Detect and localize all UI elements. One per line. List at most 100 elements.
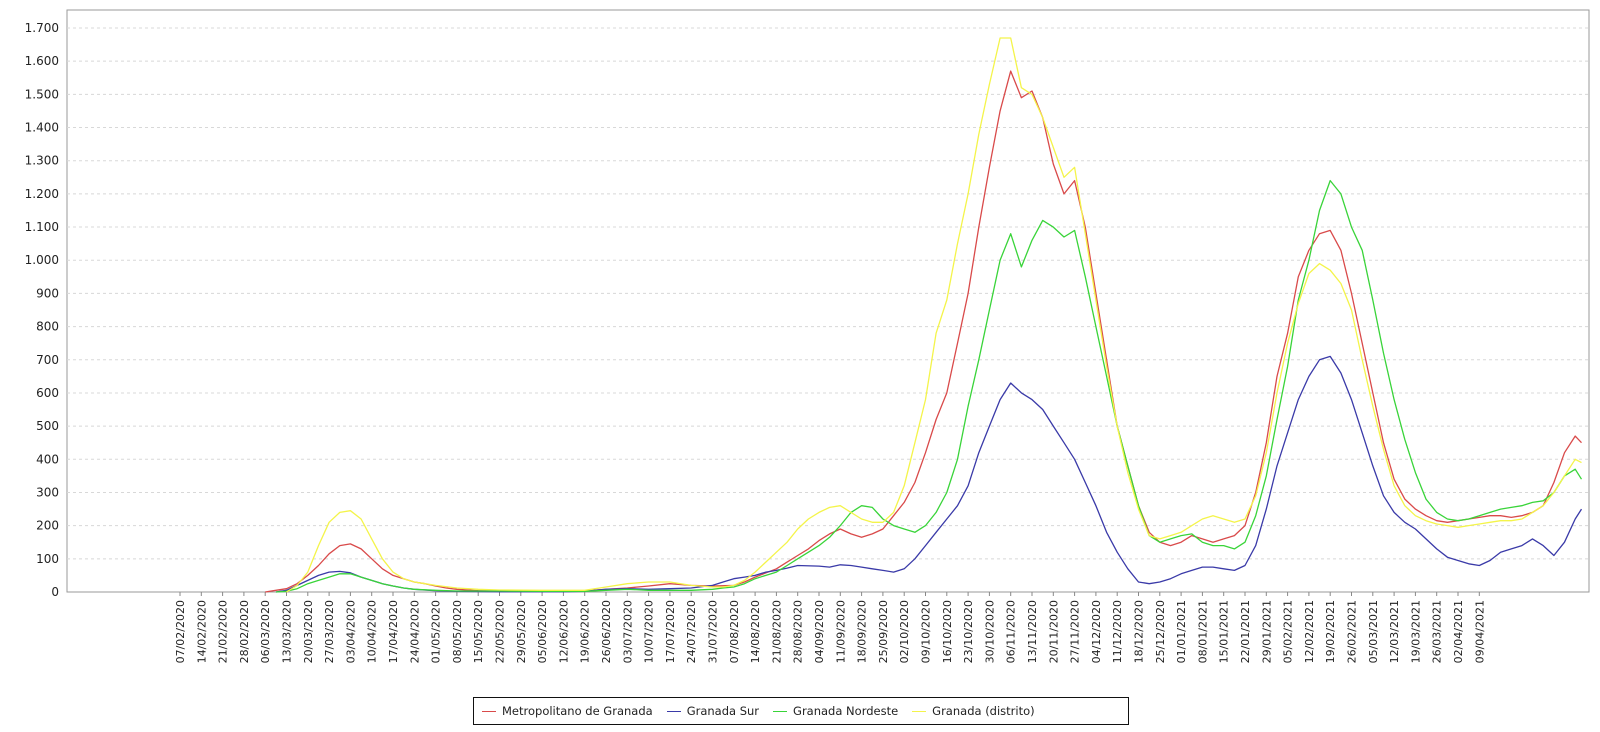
x-tick-label: 08/01/2021	[1196, 600, 1209, 663]
x-tick-label: 06/03/2020	[259, 600, 272, 663]
x-tick-label: 21/02/2020	[217, 600, 230, 663]
x-tick-label: 17/04/2020	[387, 600, 400, 663]
y-tick-label: 600	[36, 386, 59, 400]
x-tick-label: 27/11/2020	[1069, 600, 1082, 663]
x-tick-label: 07/02/2020	[174, 600, 187, 663]
x-tick-label: 25/09/2020	[877, 600, 890, 663]
x-tick-label: 26/06/2020	[600, 600, 613, 663]
x-axis: 07/02/2020 14/02/2020 21/02/2020 28/02/2020…	[174, 592, 1486, 663]
plot-area	[66, 9, 1590, 593]
x-tick-label: 06/11/2020	[1005, 600, 1018, 663]
y-tick-label: 100	[36, 552, 59, 566]
legend-swatch	[912, 710, 927, 712]
legend-label: Granada Sur	[686, 704, 760, 718]
x-tick-label: 15/01/2021	[1218, 600, 1231, 663]
x-tick-label: 03/04/2020	[344, 600, 357, 663]
legend-item: Metropolitano de Granada	[482, 704, 653, 718]
legend-swatch	[482, 710, 496, 712]
y-tick-label: 400	[36, 452, 59, 466]
x-tick-label: 28/02/2020	[238, 600, 251, 663]
x-tick-label: 03/07/2020	[621, 600, 634, 663]
x-tick-label: 20/03/2020	[302, 600, 315, 663]
x-tick-label: 09/10/2020	[920, 600, 933, 663]
legend-label: Metropolitano de Granada	[502, 704, 653, 718]
x-tick-label: 12/02/2021	[1303, 600, 1316, 663]
y-tick-label: 1.400	[25, 121, 59, 135]
x-tick-label: 07/08/2020	[728, 600, 741, 663]
x-tick-label: 22/01/2021	[1239, 600, 1252, 663]
x-tick-label: 19/03/2021	[1409, 600, 1422, 663]
x-tick-label: 29/05/2020	[515, 600, 528, 663]
x-tick-label: 10/04/2020	[366, 600, 379, 663]
legend-swatch	[773, 710, 788, 712]
series-line-granada-nordeste	[275, 179, 1583, 593]
x-tick-label: 14/08/2020	[749, 600, 762, 663]
x-tick-label: 02/10/2020	[898, 600, 911, 663]
x-tick-label: 16/10/2020	[941, 600, 954, 663]
x-tick-label: 01/05/2020	[430, 600, 443, 663]
x-tick-label: 10/07/2020	[643, 600, 656, 663]
y-tick-label: 1.000	[25, 253, 59, 267]
x-tick-label: 11/12/2020	[1111, 600, 1124, 663]
y-tick-label: 1.300	[25, 154, 59, 168]
x-tick-label: 29/01/2021	[1260, 600, 1273, 663]
y-tick-label: 1.700	[25, 21, 59, 35]
legend-item: Granada Nordeste	[773, 704, 898, 718]
x-tick-label: 04/12/2020	[1090, 600, 1103, 663]
x-tick-label: 05/06/2020	[536, 600, 549, 663]
legend-label: Granada Nordeste	[793, 704, 899, 718]
x-tick-label: 19/06/2020	[579, 600, 592, 663]
x-tick-label: 21/08/2020	[770, 600, 783, 663]
y-axis: 0 100 200 300 400 500 600 700 800 900 1.000 1.100 1.…	[25, 21, 59, 599]
x-tick-label: 26/02/2021	[1346, 600, 1359, 663]
y-tick-label: 700	[36, 353, 59, 367]
x-tick-label: 05/02/2021	[1282, 600, 1295, 663]
y-tick-label: 800	[36, 320, 59, 334]
legend-label: Granada (distrito)	[932, 704, 1035, 718]
x-tick-label: 23/10/2020	[962, 600, 975, 663]
x-tick-label: 24/04/2020	[408, 600, 421, 663]
x-tick-label: 25/12/2020	[1154, 600, 1167, 663]
x-tick-label: 18/12/2020	[1133, 600, 1146, 663]
legend-item: Granada (distrito)	[912, 704, 1035, 718]
x-tick-label: 31/07/2020	[707, 600, 720, 663]
x-tick-label: 26/03/2021	[1431, 600, 1444, 663]
x-tick-label: 27/03/2020	[323, 600, 336, 663]
x-tick-label: 30/10/2020	[983, 600, 996, 663]
grid	[67, 27, 1589, 560]
x-tick-label: 12/03/2021	[1388, 600, 1401, 663]
x-tick-label: 05/03/2021	[1367, 600, 1380, 663]
y-tick-label: 1.600	[25, 54, 59, 68]
x-tick-label: 22/05/2020	[494, 600, 507, 663]
x-tick-label: 13/11/2020	[1026, 600, 1039, 663]
x-tick-label: 02/04/2021	[1452, 600, 1465, 663]
y-tick-label: 500	[36, 419, 59, 433]
x-tick-label: 13/03/2020	[281, 600, 294, 663]
x-tick-label: 19/02/2021	[1324, 600, 1337, 663]
x-tick-label: 11/09/2020	[834, 600, 847, 663]
x-tick-label: 01/01/2021	[1175, 600, 1188, 663]
y-tick-label: 1.100	[25, 220, 59, 234]
x-tick-label: 24/07/2020	[685, 600, 698, 663]
x-tick-label: 17/07/2020	[664, 600, 677, 663]
legend-item: Granada Sur	[666, 704, 760, 718]
y-tick-label: 200	[36, 519, 59, 533]
x-tick-label: 12/06/2020	[557, 600, 570, 663]
legend-swatch	[666, 710, 681, 712]
y-tick-label: 300	[36, 485, 59, 499]
series-line-granada-distrito	[286, 37, 1582, 593]
x-tick-label: 04/09/2020	[813, 600, 826, 663]
x-tick-label: 14/02/2020	[195, 600, 208, 663]
x-tick-label: 18/09/2020	[856, 600, 869, 663]
x-tick-label: 28/08/2020	[792, 600, 805, 663]
y-tick-label: 1.500	[25, 87, 59, 101]
y-tick-label: 0	[51, 585, 59, 599]
x-tick-label: 20/11/2020	[1047, 600, 1060, 663]
series-line-metropolitano-de-granada	[265, 70, 1582, 593]
series-group	[265, 37, 1583, 593]
y-tick-label: 900	[36, 286, 59, 300]
x-tick-label: 09/04/2021	[1473, 600, 1486, 663]
x-tick-label: 15/05/2020	[472, 600, 485, 663]
x-tick-label: 08/05/2020	[451, 600, 464, 663]
